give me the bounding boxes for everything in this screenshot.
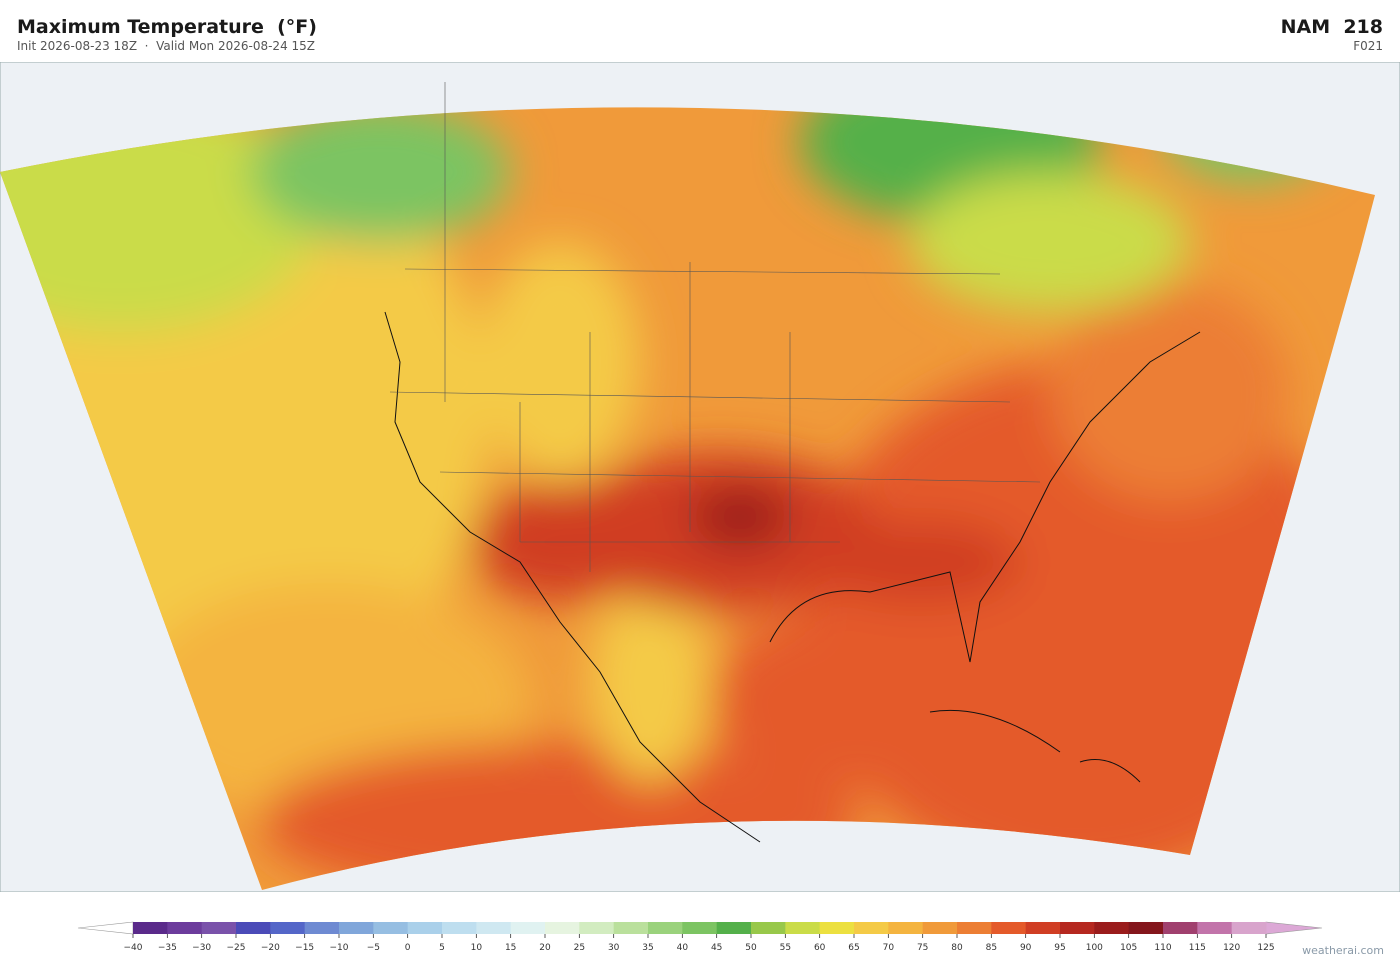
colorbar-bin xyxy=(716,922,752,934)
colorbar-bin xyxy=(785,922,821,934)
colorbar-tick-label: −25 xyxy=(227,943,246,953)
colorbar-tick-label: −20 xyxy=(261,943,280,953)
colorbar-bin xyxy=(545,922,580,934)
colorbar-bin xyxy=(957,922,992,934)
model-name: NAM 218 xyxy=(1280,16,1383,38)
colorbar-tick-label: 75 xyxy=(917,943,928,953)
colorbar-bin xyxy=(373,922,409,934)
colorbar-tick-label: 95 xyxy=(1054,943,1065,953)
colorbar-bin xyxy=(167,922,203,934)
colorbar-tick-label: 115 xyxy=(1189,943,1206,953)
colorbar-bin xyxy=(442,922,477,934)
colorbar-bin xyxy=(1128,922,1164,934)
forecast-hour: F021 xyxy=(1353,39,1383,53)
colorbar-tick-label: 5 xyxy=(439,943,445,953)
colorbar-tick-label: −35 xyxy=(158,943,177,953)
colorbar-bin xyxy=(304,922,340,934)
colorbar-tick-label: 30 xyxy=(608,943,620,953)
colorbar-bin xyxy=(1094,922,1130,934)
colorbar-bin xyxy=(236,922,271,934)
colorbar-bin xyxy=(339,922,374,934)
colorbar-bin xyxy=(648,922,683,934)
borders xyxy=(389,82,1041,572)
colorbar-tick-label: 105 xyxy=(1120,943,1137,953)
colorbar-bin xyxy=(751,922,786,934)
colorbar-tick-label: 120 xyxy=(1223,943,1240,953)
colorbar-bin xyxy=(613,922,649,934)
colorbar-bin xyxy=(1163,922,1198,934)
colorbar-bin xyxy=(579,922,615,934)
colorbar-tick-label: 55 xyxy=(780,943,791,953)
colorbar-tick-label: 35 xyxy=(642,943,653,953)
colorbar-bin xyxy=(1060,922,1095,934)
colorbar-bin xyxy=(854,922,889,934)
colorbar-tick-label: −40 xyxy=(124,943,143,953)
colorbar-tick-label: −10 xyxy=(330,943,349,953)
colorbar-tick-label: 20 xyxy=(539,943,551,953)
colorbar-bin xyxy=(1025,922,1061,934)
colorbar-tick-label: 65 xyxy=(848,943,859,953)
colorbar-tick-label: 90 xyxy=(1020,943,1032,953)
colorbar-tick-label: 50 xyxy=(745,943,757,953)
colorbar-bin xyxy=(819,922,855,934)
colorbar-tick-label: 100 xyxy=(1086,943,1103,953)
colorbar-bin xyxy=(922,922,958,934)
coastlines xyxy=(384,311,1201,843)
colorbar-tick-label: 70 xyxy=(883,943,895,953)
colorbar-under xyxy=(77,921,134,935)
colorbar-bin xyxy=(682,922,718,934)
colorbar-tick-label: 40 xyxy=(677,943,689,953)
colorbar-tick-label: 125 xyxy=(1257,943,1274,953)
colorbar-tick-label: −15 xyxy=(295,943,314,953)
colorbar-tick-label: 60 xyxy=(814,943,826,953)
colorbar-bin xyxy=(476,922,512,934)
colorbar-bin xyxy=(133,922,168,934)
colorbar-bin xyxy=(201,922,237,934)
colorbar-tick-label: −5 xyxy=(367,943,380,953)
colorbar-bin xyxy=(270,922,306,934)
colorbar-tick-label: 85 xyxy=(986,943,997,953)
map-subtitle: Init 2026-08-23 18Z · Valid Mon 2026-08-… xyxy=(17,39,316,53)
colorbar-tick-label: 10 xyxy=(471,943,483,953)
map-title: Maximum Temperature (°F) xyxy=(17,16,317,38)
colorbar-tick-label: 110 xyxy=(1154,943,1171,953)
colorbar-tick-label: 25 xyxy=(574,943,585,953)
colorbar-bin xyxy=(1197,922,1233,934)
colorbar-tick-label: 45 xyxy=(711,943,722,953)
watermark: weatherai.com xyxy=(1302,944,1384,957)
colorbar-tick-label: 0 xyxy=(405,943,411,953)
colorbar-bin xyxy=(407,922,443,934)
colorbar-bin xyxy=(1231,922,1267,934)
colorbar-bin xyxy=(888,922,924,934)
colorbar-bin xyxy=(991,922,1027,934)
colorbar-tick-label: 15 xyxy=(505,943,516,953)
colorbar-tick-label: −30 xyxy=(192,943,211,953)
colorbar: −40 −35 −30 −25 −20 −15 −10 −5 0 5 10 15 20 25 30 35 40 4… xyxy=(77,921,1323,953)
colorbar-bin xyxy=(510,922,546,934)
colorbar-tick-label: 80 xyxy=(951,943,963,953)
map xyxy=(0,62,1400,892)
colorbar-over xyxy=(1265,921,1323,935)
